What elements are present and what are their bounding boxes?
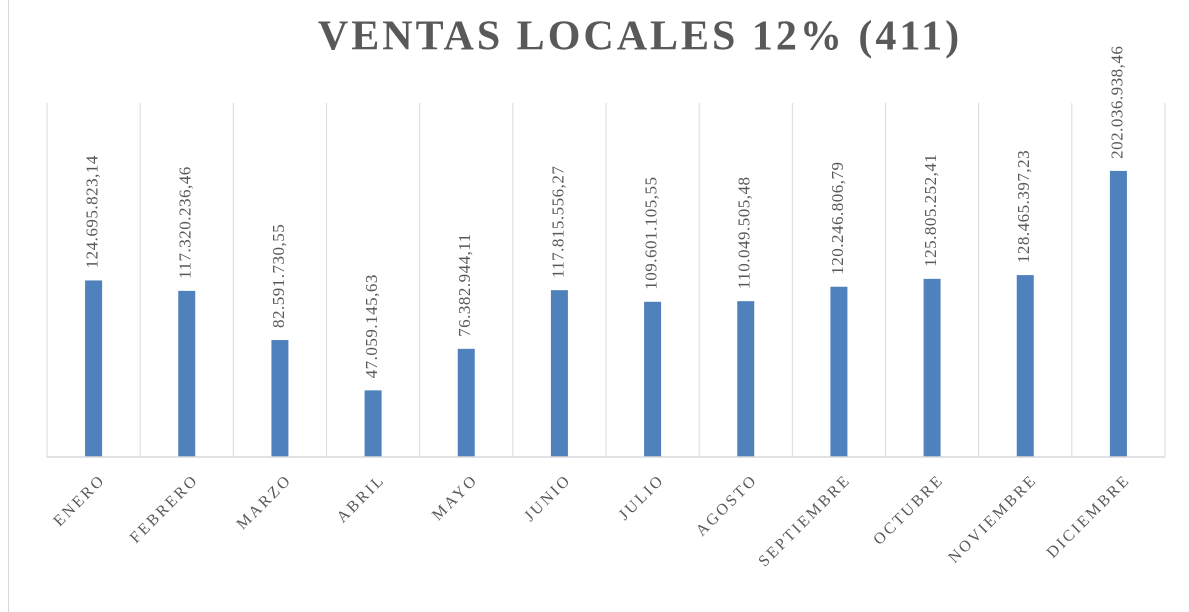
x-tick-label: DICIEMBRE: [1044, 471, 1134, 561]
chart-border: [8, 0, 9, 612]
bar: [923, 278, 941, 457]
x-tick-label: SEPTIEMBRE: [755, 471, 854, 570]
data-label: 76.382.944,11: [455, 233, 474, 337]
data-label: 109.601.105,55: [641, 177, 660, 290]
x-tick-label: NOVIEMBRE: [945, 471, 1040, 566]
data-label: 82.591.730,55: [269, 224, 288, 328]
chart-title: VENTAS LOCALES 12% (411): [318, 14, 962, 60]
bar: [830, 286, 848, 457]
data-label: 47.059.145,63: [362, 274, 381, 378]
data-label: 202.036.938,46: [1107, 46, 1126, 159]
x-tick-label: JULIO: [616, 471, 668, 523]
x-tick-label: AGOSTO: [693, 471, 761, 539]
data-label: 117.320.236,46: [176, 166, 195, 279]
data-label: 125.805.252,41: [921, 154, 940, 267]
x-tick-label: ENERO: [50, 471, 109, 530]
data-label: 110.049.505,48: [735, 177, 754, 290]
bar: [85, 280, 103, 457]
data-label: 124.695.823,14: [82, 155, 101, 268]
x-tick-label: ABRIL: [334, 471, 389, 526]
x-tick-label: JUNIO: [521, 471, 575, 525]
x-tick-label: OCTUBRE: [870, 471, 947, 548]
bar: [457, 348, 475, 457]
data-label: 128.465.397,23: [1014, 150, 1033, 263]
bar: [178, 290, 196, 457]
bar: [1016, 275, 1034, 457]
data-label: 120.246.806,79: [828, 161, 847, 274]
bar: [271, 340, 289, 457]
bar: [644, 301, 662, 457]
bar: [1109, 170, 1127, 457]
data-label: 117.815.556,27: [548, 166, 567, 279]
bar: [364, 390, 382, 457]
x-tick-label: MAYO: [429, 471, 482, 524]
x-tick-label: MARZO: [234, 471, 296, 533]
x-tick-label: FEBRERO: [127, 471, 202, 546]
bar: [550, 290, 568, 457]
bar: [737, 301, 755, 457]
